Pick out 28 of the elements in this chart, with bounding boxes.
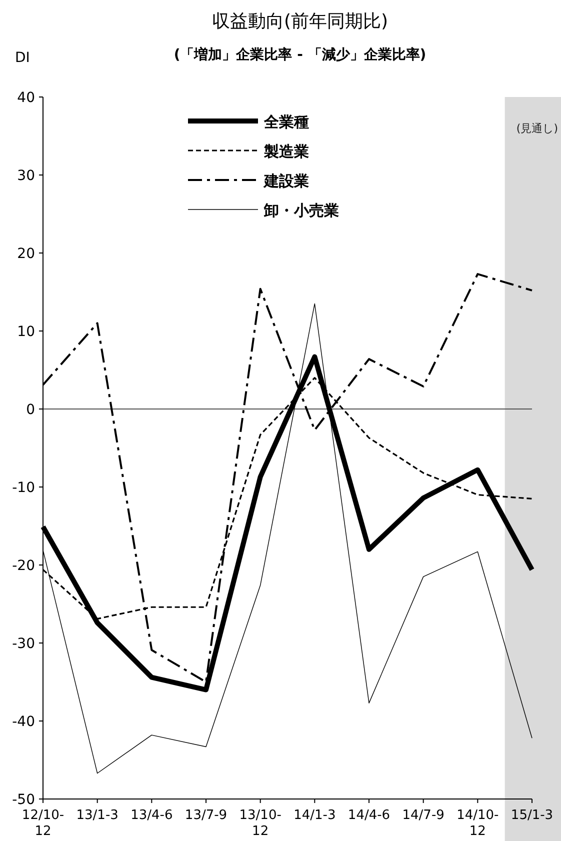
x-tick-label: 14/7-9: [402, 808, 444, 823]
y-tick-label: 40: [17, 90, 35, 106]
legend-label: 建設業: [263, 172, 309, 190]
legend-label: 卸・小売業: [263, 202, 339, 220]
band-label: (見通し): [516, 122, 558, 135]
x-tick-label: 13/10-12: [239, 808, 282, 839]
x-tick-label: 14/4-6: [348, 808, 390, 823]
chart-subtitle: (「増加」企業比率 - 「減少」企業比率): [174, 46, 426, 63]
x-tick-label: 14/10-12: [456, 808, 500, 839]
x-tick-label: 12/10-12: [22, 808, 64, 839]
y-axis-title: DI: [15, 50, 30, 66]
y-tick-label: -20: [12, 558, 35, 574]
x-tick-label: 13/7-9: [184, 808, 228, 823]
x-tick-label: 14/1-3: [294, 808, 336, 823]
legend-label: 全業種: [263, 113, 309, 131]
y-tick-label: -40: [12, 714, 35, 730]
x-tick-label: 15/1-3: [510, 808, 554, 823]
y-tick-label: 30: [17, 168, 35, 184]
chart-title: 収益動向(前年同期比): [212, 11, 388, 32]
x-tick-label: 13/1-3: [76, 808, 118, 823]
x-tick-label: 13/4-6: [130, 808, 173, 823]
y-tick-label: -50: [12, 792, 35, 808]
y-tick-label: -30: [12, 636, 35, 652]
legend-label: 製造業: [263, 142, 309, 160]
y-tick-label: -10: [12, 480, 35, 496]
y-tick-label: 10: [17, 324, 35, 340]
y-tick-label: 20: [17, 246, 35, 262]
y-tick-label: 0: [26, 402, 35, 418]
